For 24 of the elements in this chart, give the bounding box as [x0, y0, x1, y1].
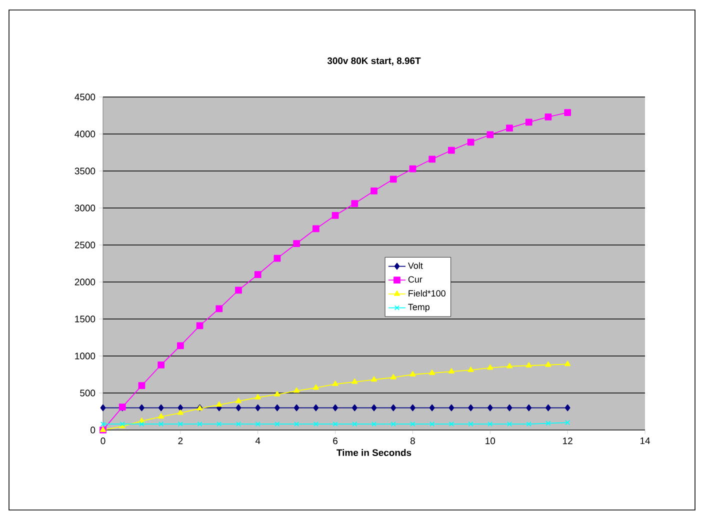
x-tick-label: 4	[255, 438, 260, 444]
y-tick-label: 2000	[74, 278, 96, 286]
x-tick-label: 12	[563, 438, 572, 444]
y-tick-label: 4000	[74, 130, 96, 138]
y-tick-label: 3000	[74, 204, 96, 212]
x-tick-label: 6	[333, 438, 338, 444]
x-tick-label: 2	[178, 438, 183, 444]
y-tick-label: 1500	[75, 316, 96, 322]
x-tick-label: 14	[640, 438, 650, 444]
chart-title: 300v 80K start, 8.96T	[327, 57, 421, 66]
y-tick-label: 0	[90, 426, 96, 434]
y-tick-label: 1000	[75, 352, 96, 360]
y-tick-label: 3500	[74, 168, 96, 174]
legend-label: Temp	[408, 304, 430, 312]
x-axis-title: Time in Seconds	[336, 449, 412, 456]
x-tick-label: 0	[100, 438, 106, 444]
x-tick-label: 10	[486, 438, 496, 444]
legend-label: Field*100	[408, 290, 446, 297]
legend-label: Volt	[408, 262, 423, 269]
y-tick-label: 2500	[74, 242, 96, 248]
legend-label: Cur	[408, 276, 422, 283]
y-tick-label: 4500	[74, 94, 96, 100]
y-tick-label: 500	[80, 390, 96, 396]
x-tick-label: 8	[410, 438, 415, 444]
